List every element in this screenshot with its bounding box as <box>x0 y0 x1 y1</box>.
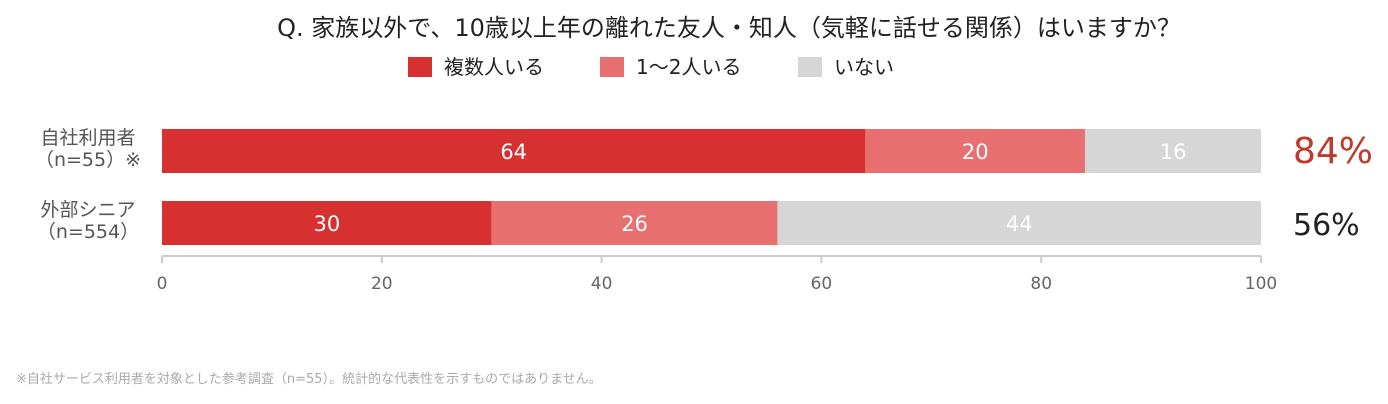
bar-segment <box>491 201 778 245</box>
bars: 自社利用者（n=55）※ 64 20 16 84% 外部シニア（n=554） 30 26 44 5… <box>35 127 1373 245</box>
x-axis: 0 20 40 60 80 100 <box>157 255 1277 294</box>
legend-label: 1〜2人いる <box>636 55 741 79</box>
x-tick-label: 60 <box>811 274 833 294</box>
legend-label: いない <box>834 55 894 79</box>
bar-segment <box>1085 129 1261 173</box>
bar-value-label: 30 <box>313 212 340 236</box>
bar-segment <box>865 129 1086 173</box>
legend-swatch <box>600 57 624 77</box>
category-label: 外部シニア <box>40 199 135 221</box>
bar-total-label: 56% <box>1293 208 1360 243</box>
category-label: （n=554） <box>37 221 139 243</box>
bar-value-label: 44 <box>1006 212 1033 236</box>
x-tick-label: 100 <box>1245 274 1277 294</box>
x-tick-label: 40 <box>591 274 613 294</box>
legend-swatch <box>408 57 432 77</box>
legend: 複数人いる 1〜2人いる いない <box>408 55 894 79</box>
category-label: （n=55）※ <box>35 149 141 171</box>
chart-title: Q. 家族以外で、10歳以上年の離れた友人・知人（気軽に話せる関係）はいますか？ <box>277 14 1181 42</box>
legend-swatch <box>798 57 822 77</box>
bar-value-label: 20 <box>962 140 989 164</box>
bar-segment <box>777 201 1261 245</box>
bar-segment <box>162 201 492 245</box>
bar-total-label: 84% <box>1293 131 1373 172</box>
footnote: ※自社サービス利用者を対象とした参考調査（n=55）。統計的な代表性を示すもので… <box>16 371 602 387</box>
x-tick-label: 20 <box>371 274 393 294</box>
bar-value-label: 64 <box>500 140 527 164</box>
legend-label: 複数人いる <box>444 55 544 79</box>
bar-segment <box>162 129 866 173</box>
bar-value-label: 26 <box>621 212 648 236</box>
x-tick-label: 0 <box>157 274 168 294</box>
category-label: 自社利用者 <box>40 127 135 149</box>
x-tick-label: 80 <box>1030 274 1052 294</box>
bar-value-label: 16 <box>1160 140 1187 164</box>
